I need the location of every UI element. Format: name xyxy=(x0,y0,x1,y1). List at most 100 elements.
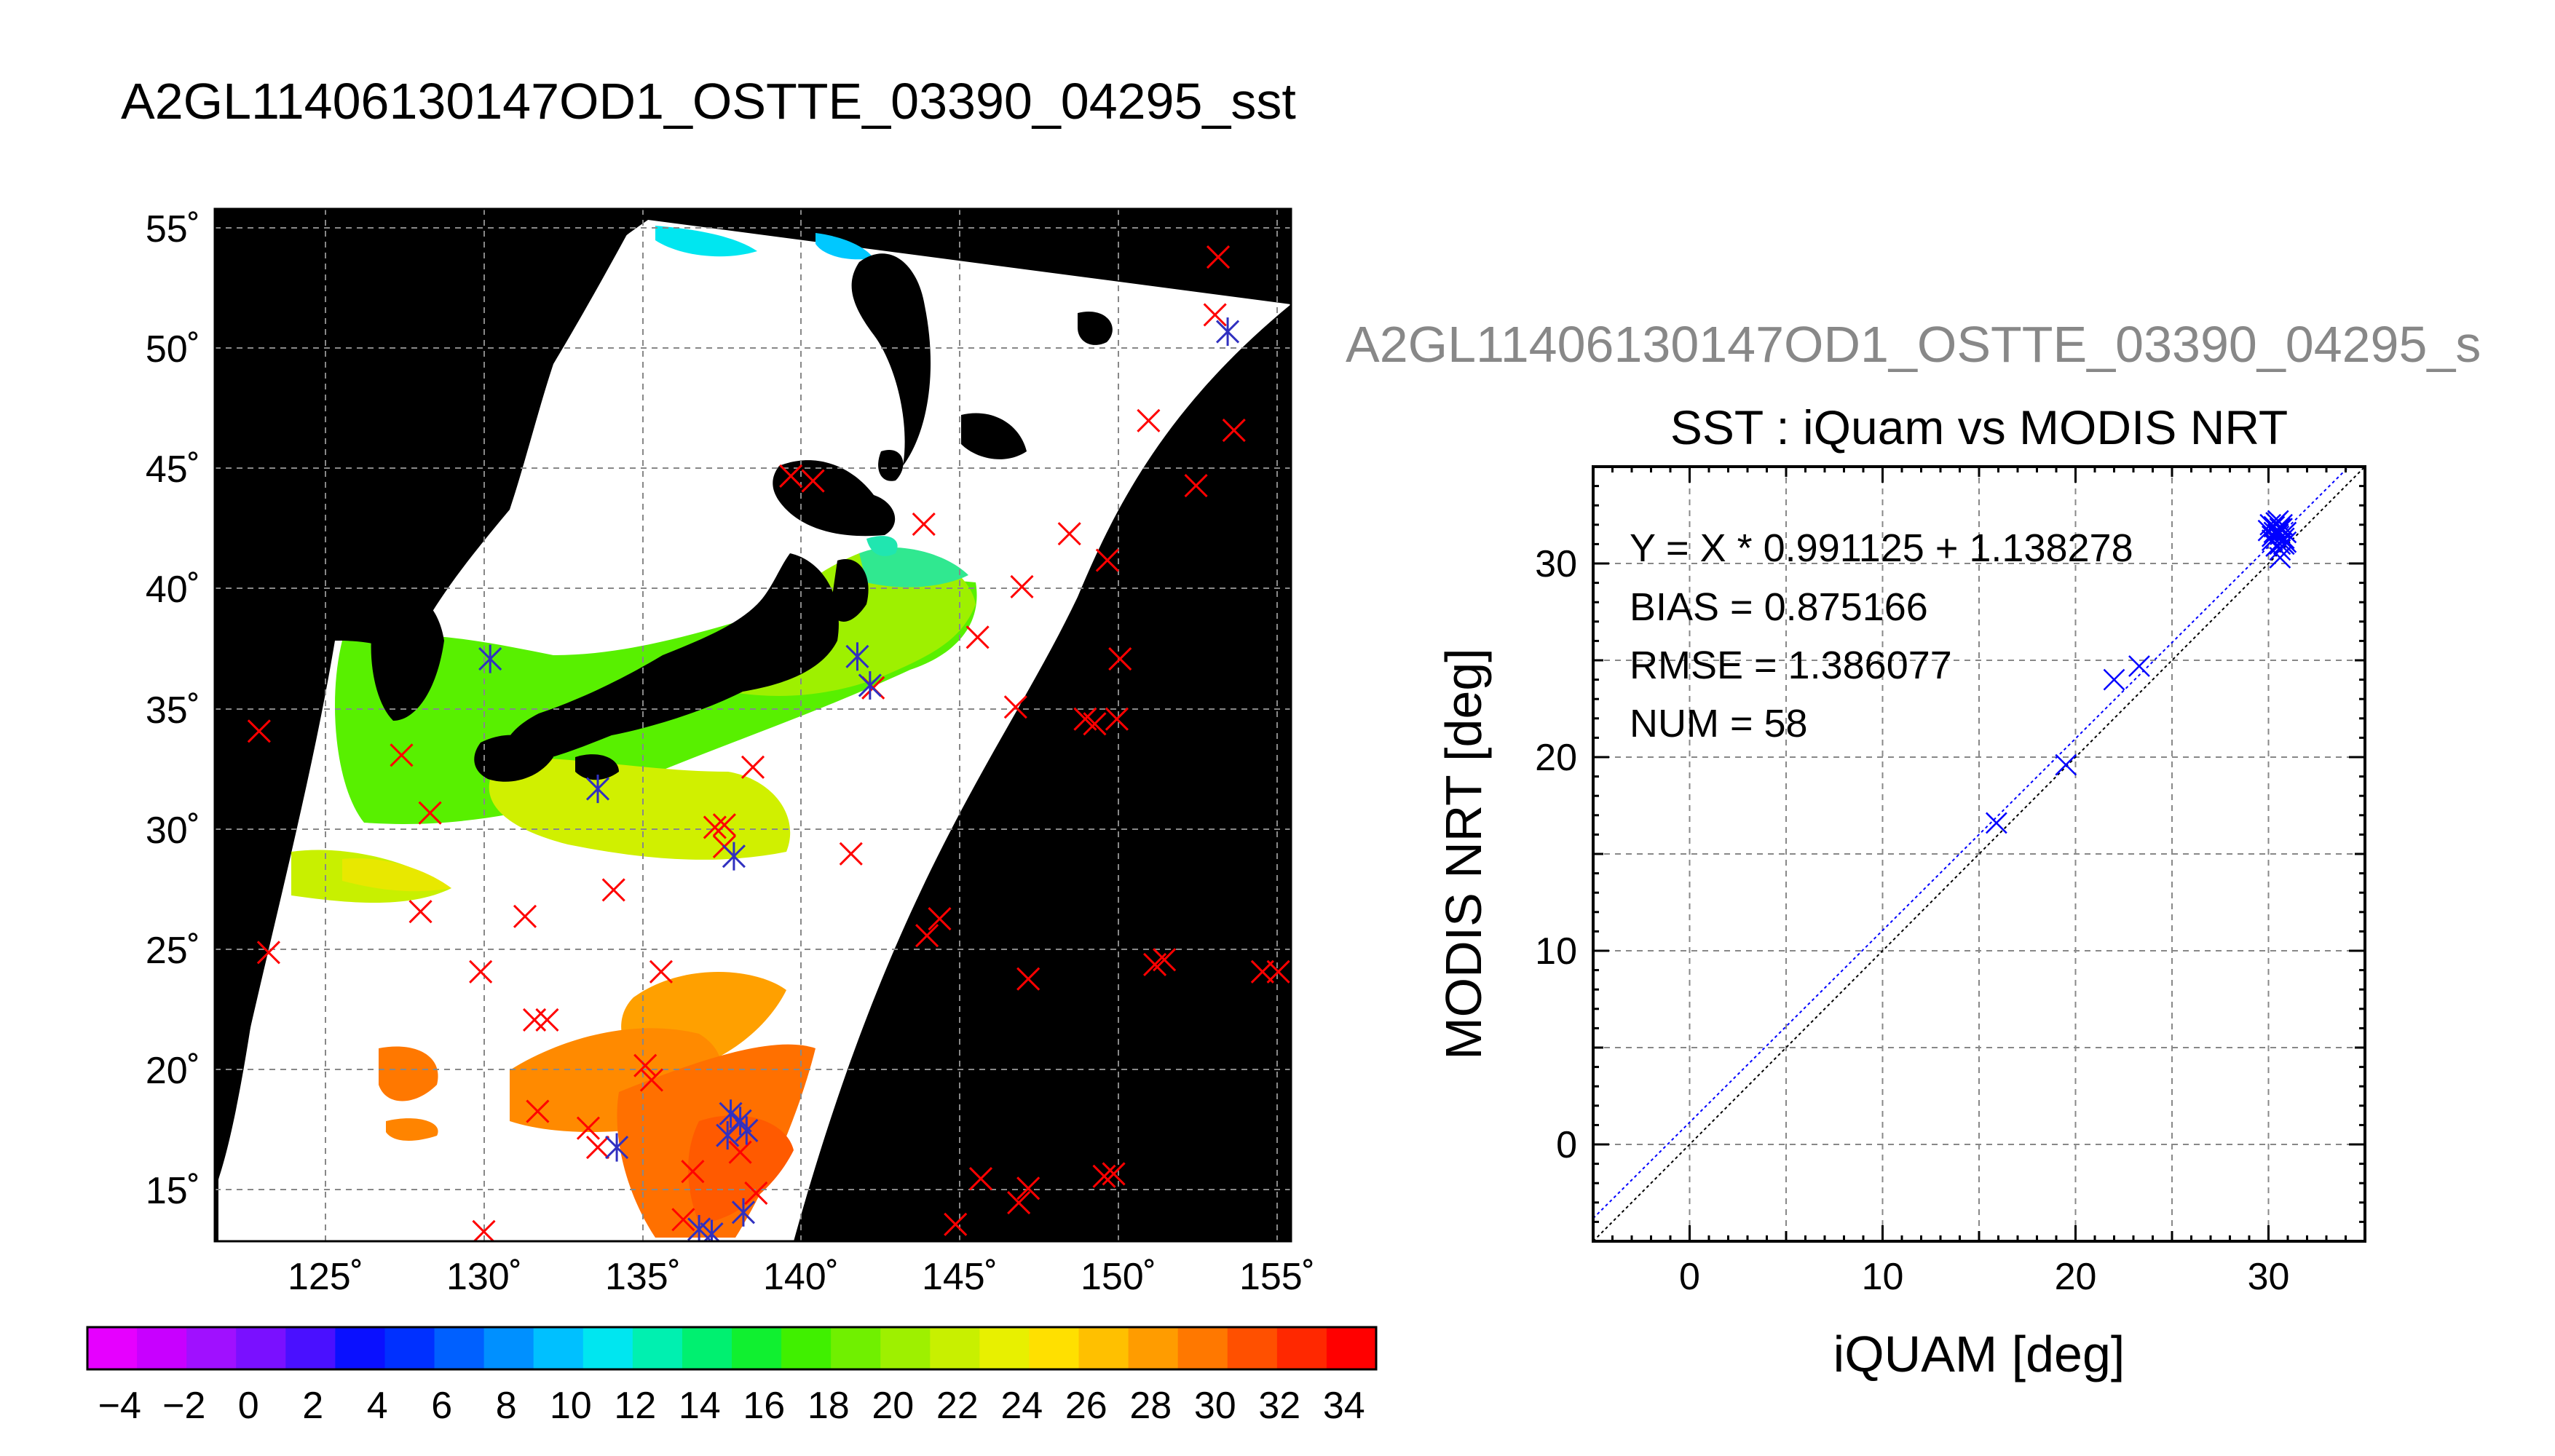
in-situ-marker xyxy=(712,813,736,837)
colorbar-label: 10 xyxy=(550,1385,592,1427)
y-tick-label: 20 xyxy=(1535,737,1577,779)
collocated-marker xyxy=(735,1116,759,1145)
colorbar-frame xyxy=(86,1326,1378,1371)
colorbar-bin xyxy=(87,1327,138,1369)
colorbar-label: −2 xyxy=(162,1385,205,1427)
scatter-frame xyxy=(1592,465,2366,1243)
in-situ-marker xyxy=(671,1208,695,1232)
in-situ-marker xyxy=(1137,408,1161,432)
in-situ-marker xyxy=(513,904,537,928)
in-situ-marker xyxy=(1266,960,1290,984)
lon-label-155: 155˚ xyxy=(1239,1256,1315,1298)
in-situ-marker xyxy=(703,815,727,839)
colorbar-bin xyxy=(632,1327,683,1369)
colorbar-label: 26 xyxy=(1065,1385,1107,1427)
in-situ-marker xyxy=(1184,474,1208,498)
in-situ-marker xyxy=(839,842,863,866)
in-situ-marker xyxy=(526,1099,550,1123)
scatter-annotations: Y = X * 0.991125 + 1.138278 BIAS = 0.875… xyxy=(1630,526,2133,745)
colorbar-label: 20 xyxy=(872,1385,914,1427)
in-situ-marker xyxy=(472,1219,496,1241)
lon-label-145: 145˚ xyxy=(922,1256,998,1298)
scatter-point xyxy=(1985,812,2007,834)
colorbar-label: 12 xyxy=(614,1385,656,1427)
x-tick-label: 30 xyxy=(2248,1256,2290,1298)
colorbar-bin xyxy=(831,1327,881,1369)
regression-line xyxy=(1593,467,2350,1219)
colorbar-label: 28 xyxy=(1129,1385,1172,1427)
scatter-y-tick-labels: 0 10 20 30 xyxy=(1535,543,1577,1166)
scatter-point xyxy=(2269,547,2291,569)
colorbar-label: 22 xyxy=(936,1385,979,1427)
regression-equation: Y = X * 0.991125 + 1.138278 xyxy=(1630,526,2133,570)
collocated-marker xyxy=(716,1121,740,1150)
scatter-y-axis-label: MODIS NRT [deg] xyxy=(1435,648,1492,1059)
colorbar-label: 4 xyxy=(367,1385,388,1427)
colorbar-label: 0 xyxy=(238,1385,259,1427)
collocated-marker xyxy=(845,642,869,671)
colorbar-label: 16 xyxy=(743,1385,785,1427)
in-situ-marker xyxy=(1003,695,1027,719)
num-value: NUM = 58 xyxy=(1630,702,1808,745)
scatter-source-title: A2GL11406130147OD1_OSTTE_03390_04295_s xyxy=(1346,316,2481,373)
lat-label-25: 25˚ xyxy=(146,930,200,972)
lon-label-135: 135˚ xyxy=(605,1256,681,1298)
map-grid xyxy=(215,209,1291,1241)
in-situ-marker xyxy=(744,1181,768,1205)
colorbar-bins xyxy=(87,1327,1377,1369)
in-situ-marker xyxy=(390,743,414,767)
in-situ-marker xyxy=(576,1116,601,1140)
collocated-marker xyxy=(858,670,882,700)
collocated-marker xyxy=(731,1198,756,1227)
colorbar-label: 18 xyxy=(807,1385,850,1427)
colorbar-bin xyxy=(1128,1327,1179,1369)
in-situ-marker xyxy=(1057,522,1081,546)
colorbar-bin xyxy=(335,1327,385,1369)
colorbar-bin xyxy=(186,1327,237,1369)
x-tick-label: 0 xyxy=(1679,1256,1700,1298)
colorbar-bin xyxy=(781,1327,832,1369)
map-panel: 15˚ 20˚ 25˚ 30˚ 35˚ 40˚ 45˚ 50˚ 55˚ 125˚… xyxy=(146,207,1315,1298)
lon-label-150: 150˚ xyxy=(1081,1256,1156,1298)
land-masses xyxy=(218,209,1113,1179)
in-situ-marker xyxy=(779,464,803,488)
collocated-marker xyxy=(1215,317,1240,347)
in-situ-marker xyxy=(1083,712,1107,736)
colorbar-label: 8 xyxy=(496,1385,517,1427)
in-situ-marker xyxy=(408,900,433,924)
in-situ-marker xyxy=(1153,948,1177,972)
lon-label-125: 125˚ xyxy=(288,1256,363,1298)
colorbar-bin xyxy=(137,1327,187,1369)
in-situ-marker xyxy=(1222,419,1246,443)
colorbar-bin xyxy=(1177,1327,1228,1369)
in-situ-marker xyxy=(944,1212,968,1236)
in-situ-marker xyxy=(928,907,952,931)
x-tick-label: 20 xyxy=(2055,1256,2097,1298)
colorbar-label: 2 xyxy=(302,1385,323,1427)
colorbar-bin xyxy=(483,1327,534,1369)
colorbar-bin xyxy=(384,1327,435,1369)
in-situ-marker xyxy=(1092,1164,1116,1188)
scatter-x-axis-label: iQUAM [deg] xyxy=(1833,1326,2125,1382)
in-situ-marker xyxy=(535,1008,559,1032)
colorbar-bin xyxy=(880,1327,931,1369)
map-lat-labels: 15˚ 20˚ 25˚ 30˚ 35˚ 40˚ 45˚ 50˚ 55˚ xyxy=(146,208,200,1212)
in-situ-marker xyxy=(912,512,936,537)
y-tick-label: 0 xyxy=(1556,1124,1577,1166)
lon-label-130: 130˚ xyxy=(446,1256,522,1298)
in-situ-marker xyxy=(741,755,765,779)
in-situ-marker xyxy=(1007,1191,1031,1215)
colorbar-bin xyxy=(1227,1327,1278,1369)
in-situ-marker xyxy=(633,1053,657,1077)
in-situ-marker xyxy=(801,469,825,493)
lat-label-20: 20˚ xyxy=(146,1050,200,1092)
in-situ-marker xyxy=(1010,574,1034,599)
colorbar-labels: −4 −2 0 2 4 6 8 10 12 14 16 18 20 22 24 … xyxy=(98,1385,1365,1427)
scatter-point xyxy=(2275,531,2297,553)
colorbar-label: 30 xyxy=(1194,1385,1236,1427)
colorbar-bin xyxy=(979,1327,1030,1369)
colorbar-bin xyxy=(682,1327,732,1369)
colorbar-bin xyxy=(930,1327,980,1369)
colorbar-label: 32 xyxy=(1258,1385,1300,1427)
rmse-value: RMSE = 1.386077 xyxy=(1630,644,1952,687)
